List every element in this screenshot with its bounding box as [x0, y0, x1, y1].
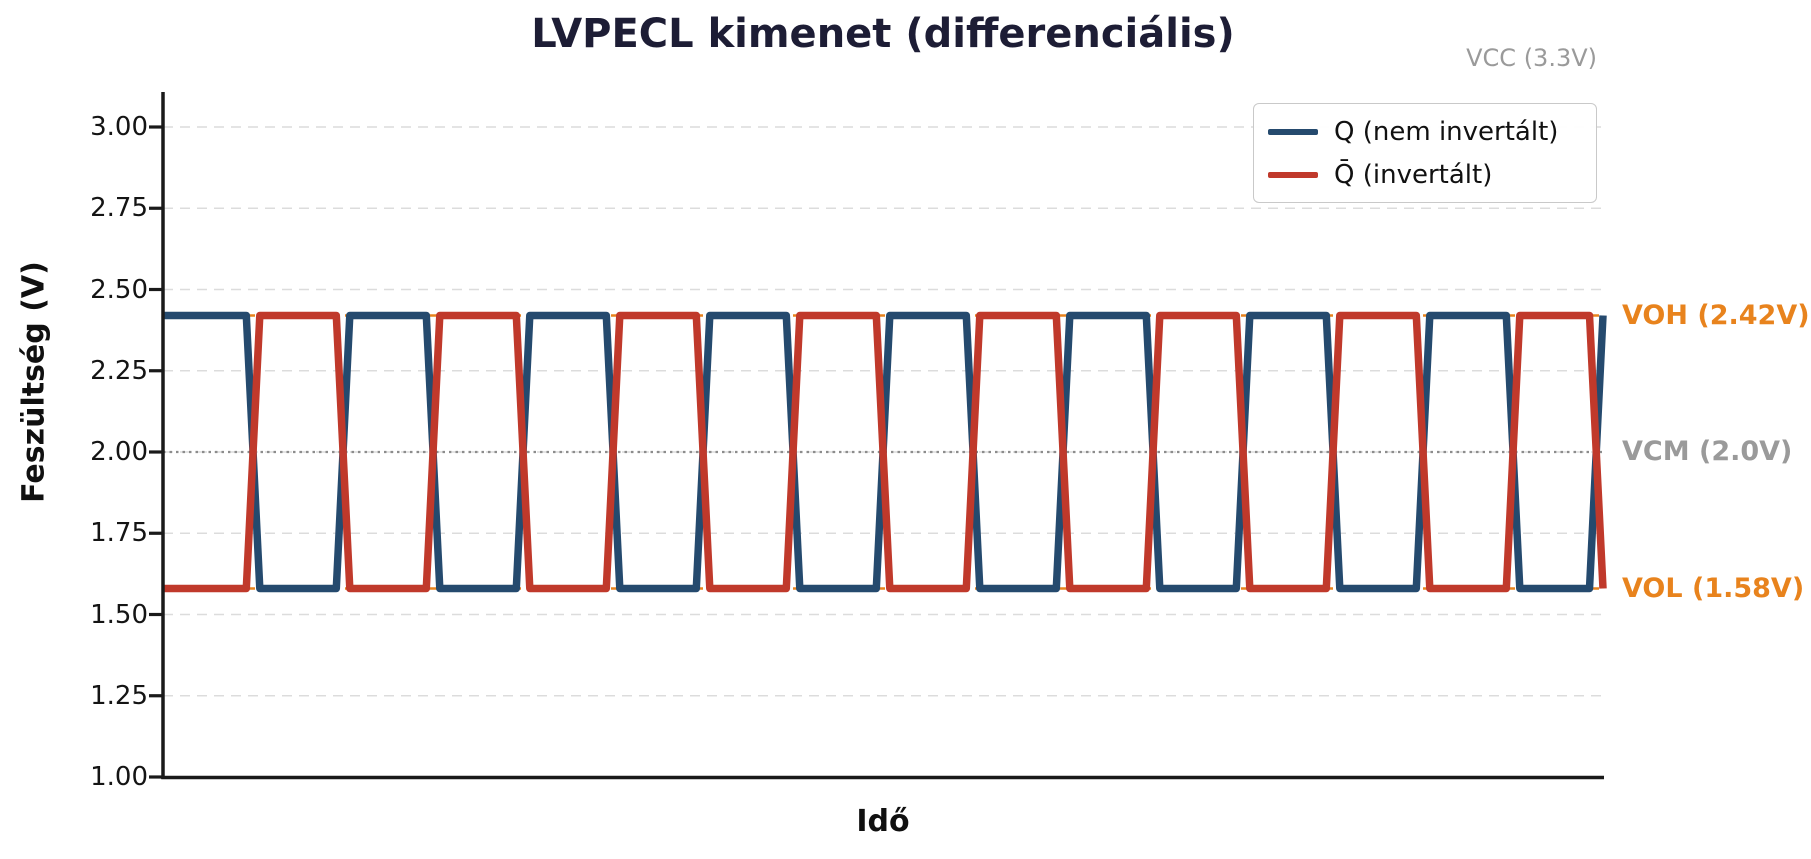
y-axis-label: Feszültség (V)	[16, 261, 52, 503]
legend-line-swatch	[1268, 171, 1318, 178]
waveform-q-bar	[163, 311, 1607, 593]
legend-label: Q̄ (invertált)	[1334, 159, 1493, 190]
y-tick-label: 1.25	[90, 680, 148, 711]
legend: Q (nem invertált) Q̄ (invertált)	[1253, 103, 1597, 203]
waveform-q	[163, 311, 1607, 593]
ref-label-vcm: VCM (2.0V)	[1622, 436, 1793, 467]
legend-label: Q (nem invertált)	[1334, 116, 1559, 147]
chart-title: LVPECL kimenet (differenciális)	[531, 11, 1235, 57]
y-tick-label: 2.75	[90, 193, 148, 224]
y-tick-label: 3.00	[90, 112, 148, 142]
legend-entry: Q (nem invertált)	[1268, 113, 1582, 150]
legend-line-swatch	[1268, 128, 1318, 135]
y-tick-label: 2.00	[90, 437, 148, 467]
y-tick-label: 2.25	[90, 355, 148, 386]
y-tick-label: 2.50	[90, 274, 148, 305]
vcc-annotation: VCC (3.3V)	[1466, 44, 1597, 72]
legend-entry: Q̄ (invertált)	[1268, 156, 1582, 193]
y-tick-label: 1.50	[90, 599, 148, 630]
ref-label-vol: VOL (1.58V)	[1622, 572, 1805, 604]
y-tick-label: 1.00	[90, 762, 148, 792]
y-tick-label: 1.75	[90, 518, 148, 549]
x-axis-label: Idő	[856, 804, 910, 839]
ref-label-voh: VOH (2.42V)	[1622, 299, 1810, 331]
